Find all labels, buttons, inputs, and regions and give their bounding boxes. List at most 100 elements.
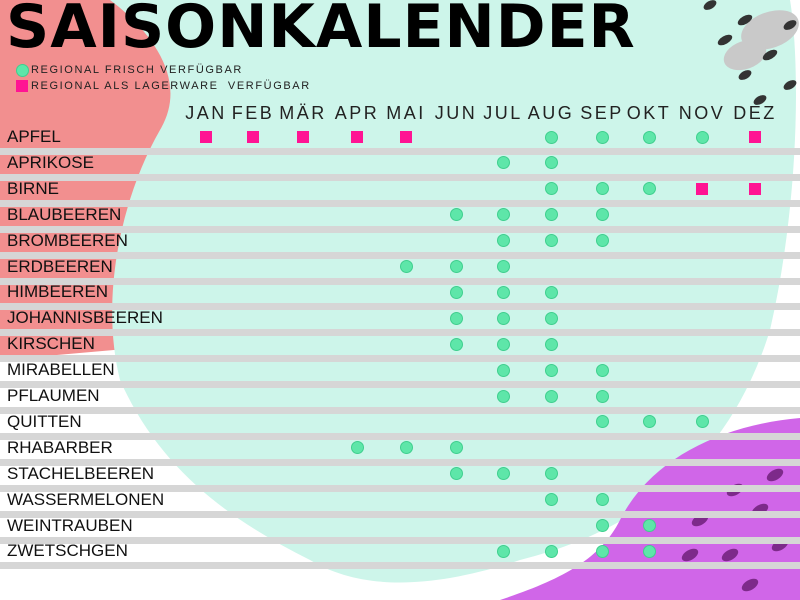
fresh-circle-icon [695,415,709,429]
fresh-circle-icon [496,156,510,170]
circle-icon [16,64,29,77]
month-aug: AUG [527,103,575,123]
fruit-label: PFLAUMEN [7,386,100,405]
square-icon [16,80,28,92]
row-divider [0,511,800,518]
row-divider [0,278,800,285]
fresh-circle-icon [544,208,558,222]
fresh-circle-icon [350,441,364,455]
fruit-label: ERDBEEREN [7,257,113,276]
month-mär: MÄR [279,103,327,123]
fruit-label: APFEL [7,127,61,146]
fresh-circle-icon [595,493,609,507]
row-divider [0,562,800,569]
fresh-circle-icon [449,260,463,273]
fresh-circle-icon [544,234,558,248]
fresh-circle-icon [595,182,609,196]
fresh-circle-icon [642,130,656,144]
fresh-circle-icon [642,182,656,196]
fruit-label: WASSERMELONEN [7,490,165,509]
month-jul: JUL [483,103,523,123]
row-divider [0,433,800,440]
month-okt: OKT [626,103,672,123]
fruit-label: MIRABELLEN [7,360,115,379]
fresh-circle-icon [544,130,558,144]
fresh-circle-icon [695,130,709,144]
grey-brush-stroke [723,10,799,71]
row-divider [0,303,800,310]
storage-square-icon [749,182,761,195]
fresh-circle-icon [544,285,558,299]
fresh-circle-icon [595,234,609,248]
storage-square-icon [297,131,309,143]
fruit-label: APRIKOSE [7,153,94,172]
fruit-label: BROMBEEREN [7,231,128,250]
fresh-circle-icon [642,415,656,429]
month-sep: SEP [580,103,624,123]
storage-square-icon [200,131,212,143]
fresh-circle-icon [496,208,510,222]
fresh-circle-icon [496,260,510,273]
fresh-circle-icon [449,441,463,455]
fresh-circle-icon [449,311,463,325]
row-divider [0,329,800,336]
fresh-circle-icon [595,415,609,429]
row-divider [0,355,800,362]
fresh-circle-icon [496,285,510,299]
fresh-circle-icon [399,260,413,273]
row-divider [0,252,800,259]
row-divider [0,200,800,207]
month-apr: APR [334,103,380,123]
fresh-circle-icon [544,337,558,351]
fresh-circle-icon [642,519,656,532]
fresh-circle-icon [449,208,463,222]
month-feb: FEB [231,103,275,123]
fruit-label: STACHELBEEREN [7,464,155,483]
fresh-circle-icon [544,156,558,170]
month-jun: JUN [434,103,478,123]
row-divider [0,226,800,233]
fresh-circle-icon [544,467,558,481]
fruit-label: HIMBEEREN [7,282,109,301]
storage-square-icon [247,131,259,143]
fresh-circle-icon [595,544,609,558]
fresh-circle-icon [595,389,609,403]
fresh-circle-icon [496,311,510,325]
fresh-circle-icon [544,363,558,377]
row-divider [0,537,800,544]
fresh-circle-icon [399,441,413,455]
fruit-label: KIRSCHEN [7,334,95,353]
fresh-circle-icon [544,493,558,507]
row-divider [0,381,800,388]
dark-dots [703,0,797,105]
legend-storage-label: REGIONAL ALS LAGERWARE VERFÜGBAR [31,80,311,92]
fresh-circle-icon [496,337,510,351]
fruit-label: WEINTRAUBEN [7,516,133,535]
fresh-circle-icon [449,285,463,299]
fresh-circle-icon [595,519,609,532]
fresh-circle-icon [595,130,609,144]
page-title: SAISONKALENDER [6,0,636,62]
fresh-circle-icon [544,389,558,403]
fruit-label: QUITTEN [7,412,82,431]
fresh-circle-icon [642,544,656,558]
storage-square-icon [749,131,761,143]
legend-fresh-label: REGIONAL FRISCH VERFÜGBAR [31,64,243,76]
row-divider [0,485,800,492]
row-divider [0,407,800,414]
fresh-circle-icon [544,544,558,558]
fresh-circle-icon [449,467,463,481]
month-dez: DEZ [733,103,777,123]
month-mai: MAI [386,103,426,123]
month-jan: JAN [185,103,227,123]
fresh-circle-icon [496,544,510,558]
fresh-circle-icon [496,234,510,248]
storage-square-icon [400,131,412,143]
fresh-circle-icon [544,311,558,325]
storage-square-icon [696,182,708,195]
fresh-circle-icon [496,363,510,377]
fresh-circle-icon [595,208,609,222]
fruit-label: BLAUBEEREN [7,205,122,224]
row-divider [0,174,800,181]
